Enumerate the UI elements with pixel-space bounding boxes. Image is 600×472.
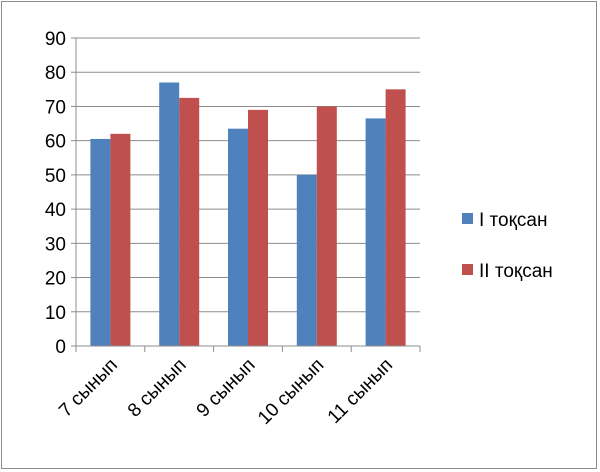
- axes: [75, 38, 420, 347]
- bar-ii-toqsan: [248, 109, 268, 346]
- x-tick-label: 9 сынып: [193, 355, 260, 422]
- bar-i-toqsan: [296, 174, 317, 346]
- y-tick-label: 60: [45, 132, 66, 153]
- y-tick-label: 70: [45, 97, 66, 118]
- y-tick-label: 10: [45, 303, 66, 324]
- y-tick-label: 0: [55, 337, 66, 358]
- legend: I тоқсан II тоқсан: [462, 210, 553, 282]
- bar-ii-toqsan: [385, 89, 406, 346]
- y-tick-label: 30: [45, 234, 66, 255]
- x-tick-label: 8 сынып: [124, 355, 191, 422]
- bars: [90, 82, 406, 346]
- legend-swatch-ii-toqsan: [462, 264, 473, 275]
- bar-ii-toqsan: [110, 133, 131, 346]
- y-tick-label: 90: [45, 29, 66, 50]
- bar-ii-toqsan: [316, 106, 337, 346]
- y-tick-label: 80: [45, 63, 66, 84]
- legend-label-i-toqsan: I тоқсан: [479, 210, 548, 231]
- legend-label-ii-toqsan: II тоқсан: [479, 261, 553, 282]
- bar-i-toqsan: [90, 138, 111, 346]
- bar-i-toqsan: [228, 128, 248, 346]
- x-tick-label: 10 сынып: [254, 355, 328, 429]
- y-axis-ticks: 0 10 20 30 40 50 60 70 80 90: [45, 29, 76, 358]
- bar-i-toqsan: [159, 82, 180, 346]
- y-tick-label: 20: [45, 269, 66, 290]
- x-tick-label: 7 сынып: [55, 355, 122, 422]
- bar-ii-toqsan: [179, 97, 200, 346]
- bar-i-toqsan: [365, 118, 386, 346]
- legend-swatch-i-toqsan: [462, 213, 473, 224]
- y-tick-label: 40: [45, 200, 66, 221]
- y-tick-label: 50: [45, 166, 66, 187]
- x-tick-label: 11 сынып: [324, 355, 397, 428]
